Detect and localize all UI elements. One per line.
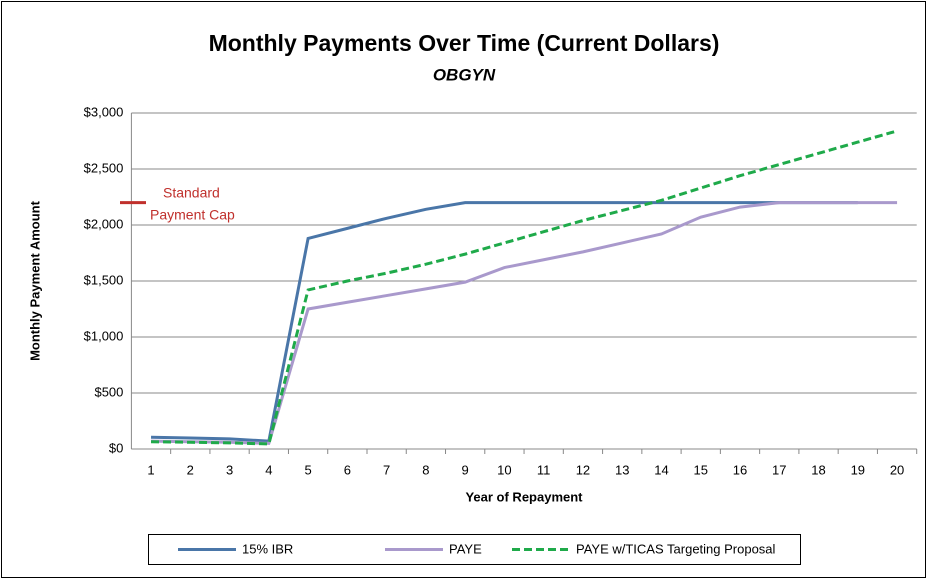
x-tick-label: 5 xyxy=(304,462,311,477)
series-line xyxy=(151,201,898,445)
x-tick-label: 6 xyxy=(344,462,351,477)
x-tick-label: 11 xyxy=(537,462,551,477)
y-tick-label: $2,500 xyxy=(84,160,124,175)
x-tick-label: 8 xyxy=(422,462,429,477)
legend-label: 15% IBR xyxy=(242,541,293,556)
chart-subtitle: OBGYN xyxy=(433,65,496,84)
legend-box xyxy=(148,534,801,565)
x-axis-label: Year of Repayment xyxy=(465,489,583,504)
y-tick-label: $2,000 xyxy=(84,216,124,231)
x-tick-label: 13 xyxy=(615,462,629,477)
x-tick-label: 18 xyxy=(811,462,825,477)
x-tick-label: 3 xyxy=(226,462,233,477)
y-tick-label: $500 xyxy=(94,384,123,399)
x-tick-label: 15 xyxy=(694,462,708,477)
y-tick-label: $3,000 xyxy=(84,104,124,119)
x-tick-label: 2 xyxy=(187,462,194,477)
x-tick-label: 16 xyxy=(733,462,747,477)
y-tick-label: $1,000 xyxy=(84,328,124,343)
x-tick-label: 17 xyxy=(772,462,786,477)
x-tick-label: 4 xyxy=(265,462,272,477)
annotation-text: Standard xyxy=(163,184,220,200)
x-tick-label: 1 xyxy=(147,462,154,477)
series-line xyxy=(151,129,898,446)
x-tick-label: 10 xyxy=(497,462,511,477)
x-tick-label: 9 xyxy=(462,462,469,477)
x-tick-label: 19 xyxy=(851,462,865,477)
y-tick-label: $1,500 xyxy=(84,272,124,287)
chart-title: Monthly Payments Over Time (Current Doll… xyxy=(209,30,720,56)
x-tick-label: 12 xyxy=(576,462,590,477)
x-tick-label: 20 xyxy=(890,462,904,477)
legend-label: PAYE w/TICAS Targeting Proposal xyxy=(576,541,776,556)
x-tick-label: 14 xyxy=(654,462,668,477)
annotation-text: Payment Cap xyxy=(150,206,235,222)
y-tick-label: $0 xyxy=(109,440,123,455)
legend-label: PAYE xyxy=(449,541,482,556)
y-axis-label: Monthly Payment Amount xyxy=(27,200,42,361)
x-tick-label: 7 xyxy=(383,462,390,477)
